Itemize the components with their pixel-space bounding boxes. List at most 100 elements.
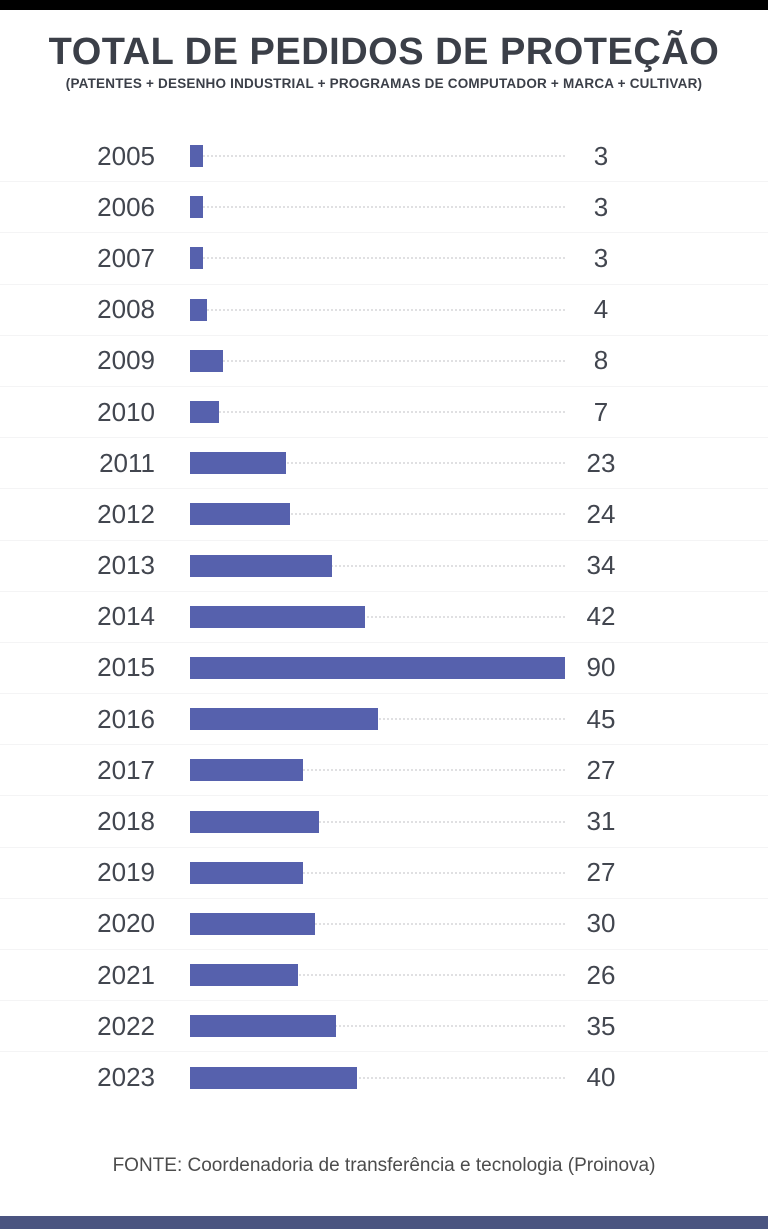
bar-chart: 2005 3 2006 3 2007 3 2008 4 2009 (0, 131, 768, 1104)
value-bar (190, 349, 224, 372)
value-bar (190, 196, 203, 219)
chart-row: 2022 35 (0, 1001, 768, 1053)
bar-chart-rows: 2005 3 2006 3 2007 3 2008 4 2009 (0, 131, 768, 1104)
value-label: 31 (586, 806, 616, 837)
year-label: 2010 (97, 396, 155, 427)
value-bar (190, 298, 207, 321)
chart-subtitle: (PATENTES + DESENHO INDUSTRIAL + PROGRAM… (65, 76, 703, 91)
year-label: 2018 (97, 806, 155, 837)
bar-track (190, 708, 565, 731)
bar-track (190, 247, 565, 270)
leader-line (190, 615, 565, 618)
year-label: 2020 (97, 908, 155, 939)
chart-row: 2023 40 (0, 1052, 768, 1103)
chart-row: 2018 31 (0, 796, 768, 848)
bar-track (190, 964, 565, 987)
value-label: 27 (586, 857, 616, 888)
chart-row: 2015 90 (0, 643, 768, 695)
chart-row: 2008 4 (0, 285, 768, 336)
value-bar (190, 759, 303, 782)
chart-header: TOTAL DE PEDIDOS DE PROTEÇÃO (PATENTES +… (0, 10, 768, 93)
chart-row: 2009 8 (0, 336, 768, 387)
value-bar (190, 964, 299, 987)
value-bar (190, 554, 332, 577)
value-bar (190, 810, 320, 833)
leader-line (190, 513, 565, 516)
value-bar (190, 401, 220, 424)
source-note: FONTE: Coordenadoria de transferência e … (112, 1154, 656, 1176)
value-label: 90 (586, 652, 616, 683)
bar-track (190, 145, 565, 168)
leader-line (190, 155, 565, 158)
value-bar (190, 605, 365, 628)
year-label: 2023 (97, 1062, 155, 1093)
leader-line (190, 564, 565, 567)
year-label: 2021 (97, 959, 155, 990)
leader-line (190, 871, 565, 874)
value-label: 45 (586, 703, 616, 734)
year-label: 2009 (97, 345, 155, 376)
leader-line (190, 257, 565, 260)
value-bar (190, 503, 290, 526)
value-bar (190, 656, 565, 679)
value-bar (190, 708, 378, 731)
value-label: 24 (586, 498, 616, 529)
value-label: 26 (586, 959, 616, 990)
bottom-accent-bar (0, 1216, 768, 1229)
value-bar (190, 247, 203, 270)
value-bar (190, 452, 286, 475)
leader-line (190, 769, 565, 772)
bar-track (190, 196, 565, 219)
value-label: 27 (586, 754, 616, 785)
bar-track (190, 452, 565, 475)
value-bar (190, 861, 303, 884)
bar-track (190, 656, 565, 679)
leader-line (190, 922, 565, 925)
value-label: 23 (586, 447, 616, 478)
value-bar (190, 912, 315, 935)
chart-row: 2020 30 (0, 899, 768, 950)
chart-row: 2017 27 (0, 745, 768, 797)
value-label: 30 (586, 908, 616, 939)
leader-line (190, 359, 565, 362)
year-label: 2017 (97, 754, 155, 785)
leader-line (190, 462, 565, 465)
leader-line (190, 206, 565, 209)
value-label: 34 (586, 550, 616, 581)
year-label: 2015 (97, 652, 155, 683)
chart-row: 2013 34 (0, 541, 768, 592)
value-bar (190, 1066, 357, 1089)
bar-track (190, 1015, 565, 1038)
value-label: 35 (586, 1010, 616, 1041)
chart-row: 2016 45 (0, 694, 768, 746)
bar-track (190, 605, 565, 628)
year-label: 2005 (97, 140, 155, 171)
top-accent-bar (0, 0, 768, 10)
value-label: 42 (586, 601, 616, 632)
bar-track (190, 861, 565, 884)
bar-track (190, 1066, 565, 1089)
bar-track (190, 401, 565, 424)
value-label: 3 (593, 191, 609, 222)
bar-track (190, 349, 565, 372)
value-label: 8 (593, 345, 609, 376)
leader-line (190, 411, 565, 414)
bar-track (190, 554, 565, 577)
year-label: 2013 (97, 550, 155, 581)
year-label: 2019 (97, 857, 155, 888)
chart-row: 2007 3 (0, 233, 768, 285)
year-label: 2008 (97, 294, 155, 325)
chart-row: 2006 3 (0, 182, 768, 234)
value-bar (190, 145, 203, 168)
chart-title: TOTAL DE PEDIDOS DE PROTEÇÃO (48, 31, 720, 73)
year-label: 2014 (97, 601, 155, 632)
year-label: 2016 (97, 703, 155, 734)
value-label: 4 (593, 294, 609, 325)
chart-row: 2012 24 (0, 489, 768, 541)
year-label: 2011 (99, 447, 155, 478)
bar-track (190, 810, 565, 833)
value-label: 3 (593, 242, 609, 273)
value-bar (190, 1015, 336, 1038)
chart-row: 2021 26 (0, 950, 768, 1002)
chart-row: 2011 23 (0, 438, 768, 490)
